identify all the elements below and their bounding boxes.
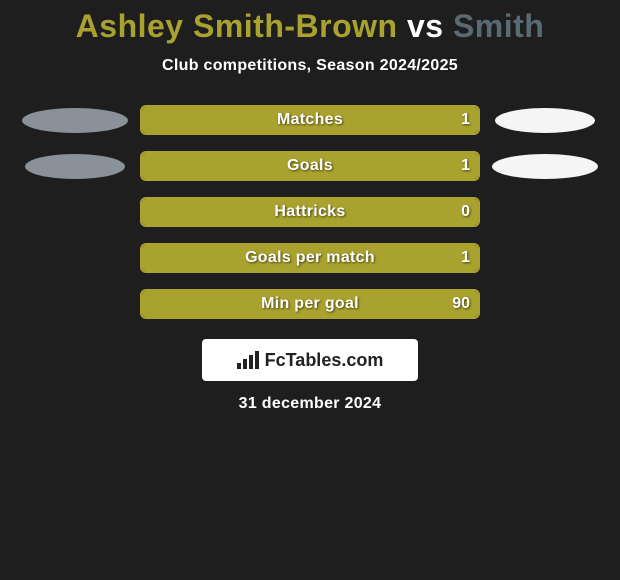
player2-value-ellipse	[492, 154, 598, 179]
subtitle: Club competitions, Season 2024/2025	[0, 57, 620, 75]
stat-bar-track: Goals per match1	[140, 243, 480, 273]
stat-value: 1	[461, 245, 470, 271]
stat-value: 1	[461, 107, 470, 133]
stat-value: 0	[461, 199, 470, 225]
stat-label: Min per goal	[142, 291, 478, 317]
player1-value-ellipse	[25, 154, 125, 179]
date-line: 31 december 2024	[0, 395, 620, 413]
title-player2: Smith	[453, 8, 544, 44]
stat-bar-track: Min per goal90	[140, 289, 480, 319]
player1-value-ellipse	[22, 108, 128, 133]
logo-text: FcTables.com	[265, 350, 384, 371]
stat-label: Matches	[142, 107, 478, 133]
stat-row: Goals per match1	[0, 243, 620, 273]
stat-row: Matches1	[0, 105, 620, 135]
comparison-infographic: Ashley Smith-Brown vs Smith Club competi…	[0, 0, 620, 413]
stat-label: Goals	[142, 153, 478, 179]
logo-chart-icon	[237, 351, 259, 369]
stat-bar-track: Hattricks0	[140, 197, 480, 227]
title-player1: Ashley Smith-Brown	[76, 8, 398, 44]
title-vs: vs	[407, 8, 444, 44]
stat-row: Goals1	[0, 151, 620, 181]
stat-row: Hattricks0	[0, 197, 620, 227]
stat-bar-track: Goals1	[140, 151, 480, 181]
logo-box: FcTables.com	[202, 339, 418, 381]
page-title: Ashley Smith-Brown vs Smith	[0, 8, 620, 45]
stat-value: 1	[461, 153, 470, 179]
stat-value: 90	[452, 291, 470, 317]
stat-row: Min per goal90	[0, 289, 620, 319]
player2-value-ellipse	[495, 108, 595, 133]
stat-bar-track: Matches1	[140, 105, 480, 135]
stat-rows: Matches1Goals1Hattricks0Goals per match1…	[0, 105, 620, 319]
stat-label: Goals per match	[142, 245, 478, 271]
stat-label: Hattricks	[142, 199, 478, 225]
